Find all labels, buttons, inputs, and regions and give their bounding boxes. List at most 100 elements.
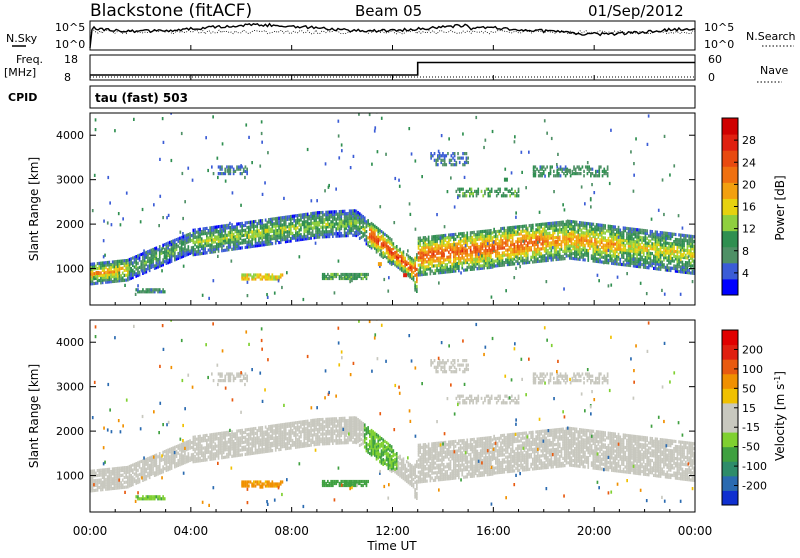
velocity-ytick-label-3: 4000 [56,336,84,349]
power-point-7 [403,273,407,277]
nave-label: Nave [760,64,788,77]
velocity-cbar-seg-6 [722,403,738,418]
power-point-14 [504,178,508,182]
power-point-0 [96,271,100,275]
station-title: Blackstone (fitACF) [90,1,252,21]
power-cbar-label-4: 12 [742,223,756,236]
power-point-12 [680,253,684,257]
velocity-point-2 [348,482,352,486]
power-point-6 [378,262,382,266]
power-cbar-seg-0 [722,279,738,296]
power-point-5 [315,222,319,226]
velocity-cbar-seg-2 [722,461,738,476]
power-cbar-seg-3 [722,231,738,248]
velocity-cbar-seg-4 [722,432,738,447]
date-title: 01/Sep/2012 [588,2,684,20]
noise-right-label: N.Search [746,30,796,43]
noise-sky-trace [90,24,695,48]
power-cbar-label-2: 20 [742,178,756,191]
power-point-13 [264,275,268,279]
freq-trace [90,63,695,76]
xtick-label-4: 16:00 [476,524,511,538]
power-cbar-seg-10 [722,118,738,135]
noise-left-label: N.Sky [6,32,38,45]
velocity-heatmap [90,317,695,508]
velocity-cbar-label-2: 50 [742,382,756,395]
freq-tick-bottom: 8 [64,71,71,84]
power-cbar-seg-1 [722,263,738,280]
power-point-4 [264,229,268,233]
xtick-label-1: 04:00 [174,524,209,538]
power-panel-frame [90,113,695,305]
velocity-cbar-seg-0 [722,490,738,505]
power-point-15 [567,169,571,173]
power-cbar-seg-9 [722,134,738,151]
velocity-point-3 [375,451,379,455]
noise-right-tick-top: 10^5 [704,21,734,34]
velocity-cbar-seg-11 [722,330,738,345]
power-point-3 [214,235,218,239]
power-heatmap [90,110,695,301]
xtick-label-0: 00:00 [73,524,108,538]
velocity-cbar-label-3: 15 [742,402,756,415]
power-point-9 [491,247,495,251]
velocity-cbar-label-1: 100 [742,363,763,376]
cpid-value: tau (fast) 503 [95,91,188,105]
velocity-point-0 [101,482,105,486]
velocity-cbar-label-6: -100 [742,460,767,473]
freq-label-2: [MHz] [4,66,36,79]
velocity-cbar-seg-10 [722,345,738,360]
power-ytick-label-2: 3000 [56,174,84,187]
velocity-cbar-label-0: 200 [742,343,763,356]
nave-tick-top: 60 [708,53,722,66]
power-point-16 [227,169,231,173]
power-cbar-seg-2 [722,247,738,264]
velocity-ylabel: Slant Range [km] [27,364,41,468]
power-point-10 [554,240,558,244]
velocity-ytick-label-0: 1000 [56,470,84,483]
power-point-11 [617,247,621,251]
power-cbar-seg-8 [722,150,738,167]
power-cbar-label-0: 28 [742,134,756,147]
velocity-point-5 [592,451,596,455]
power-ylabel: Slant Range [km] [27,157,41,261]
power-cbar-label-6: 4 [742,267,749,280]
power-cbar-label: Power [dB] [773,175,787,240]
power-ytick-label-1: 2000 [56,218,84,231]
x-axis-label: Time UT [366,539,417,553]
power-point-2 [164,255,168,259]
power-point-8 [441,253,445,257]
freq-tick-top: 18 [64,53,78,66]
velocity-cbar-label-5: -50 [742,441,760,454]
velocity-cbar-seg-8 [722,374,738,389]
velocity-cbar-seg-1 [722,476,738,491]
velocity-panel-frame [90,320,695,512]
xtick-label-3: 12:00 [375,524,410,538]
velocity-cbar-label: Velocity [m s-1] [773,371,788,461]
velocity-cbar-label-4: -15 [742,421,760,434]
velocity-cbar-label-7: -200 [742,480,767,493]
power-ytick-label-0: 1000 [56,263,84,276]
beam-title: Beam 05 [355,2,422,20]
xtick-label-5: 20:00 [577,524,612,538]
power-cbar-label-1: 24 [742,156,756,169]
velocity-point-1 [259,485,263,489]
velocity-cbar-seg-5 [722,418,738,433]
velocity-ytick-label-1: 2000 [56,425,84,438]
power-ytick-label-3: 4000 [56,129,84,142]
power-cbar-seg-7 [722,166,738,183]
power-cbar-label-3: 16 [742,201,756,214]
xtick-label-6: 00:00 [678,524,713,538]
xtick-label-2: 08:00 [274,524,309,538]
power-point-1 [126,267,130,271]
velocity-cbar-seg-9 [722,359,738,374]
noise-right-tick-bottom: 10^0 [704,38,734,51]
velocity-cbar-seg-3 [722,447,738,462]
velocity-point-4 [491,454,495,458]
velocity-cbar-seg-7 [722,388,738,403]
velocity-ytick-label-2: 3000 [56,381,84,394]
velocity-colorbar: 200 100 50 15 -15 -50 -100 -200 [722,330,767,506]
